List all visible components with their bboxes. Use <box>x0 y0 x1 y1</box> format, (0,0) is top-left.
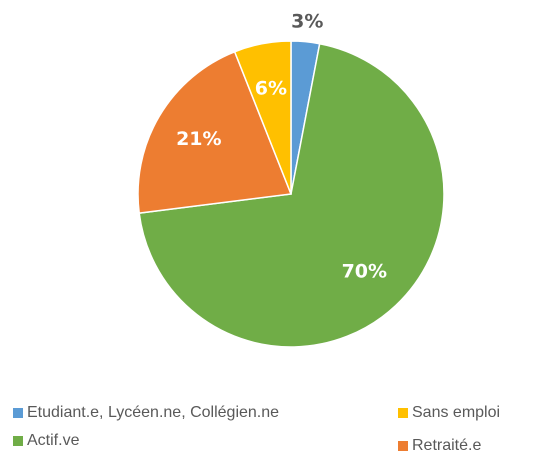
legend-label: Actif.ve <box>27 432 80 449</box>
pie-slice <box>137 50 293 215</box>
data-label: 6% <box>255 77 287 99</box>
pie-slice <box>233 40 292 195</box>
legend-swatch <box>398 408 408 418</box>
legend-swatch <box>13 408 23 418</box>
legend-swatch <box>398 441 408 451</box>
legend-swatch <box>13 436 23 446</box>
data-label: 3% <box>291 10 323 32</box>
pie-slice <box>138 42 445 348</box>
legend-label: Retraité.e <box>412 437 481 454</box>
legend-label: Etudiant.e, Lycéen.ne, Collégien.ne <box>27 404 279 421</box>
data-label: 21% <box>176 128 221 150</box>
legend-label: Sans emploi <box>412 404 500 421</box>
data-label: 70% <box>342 261 387 283</box>
